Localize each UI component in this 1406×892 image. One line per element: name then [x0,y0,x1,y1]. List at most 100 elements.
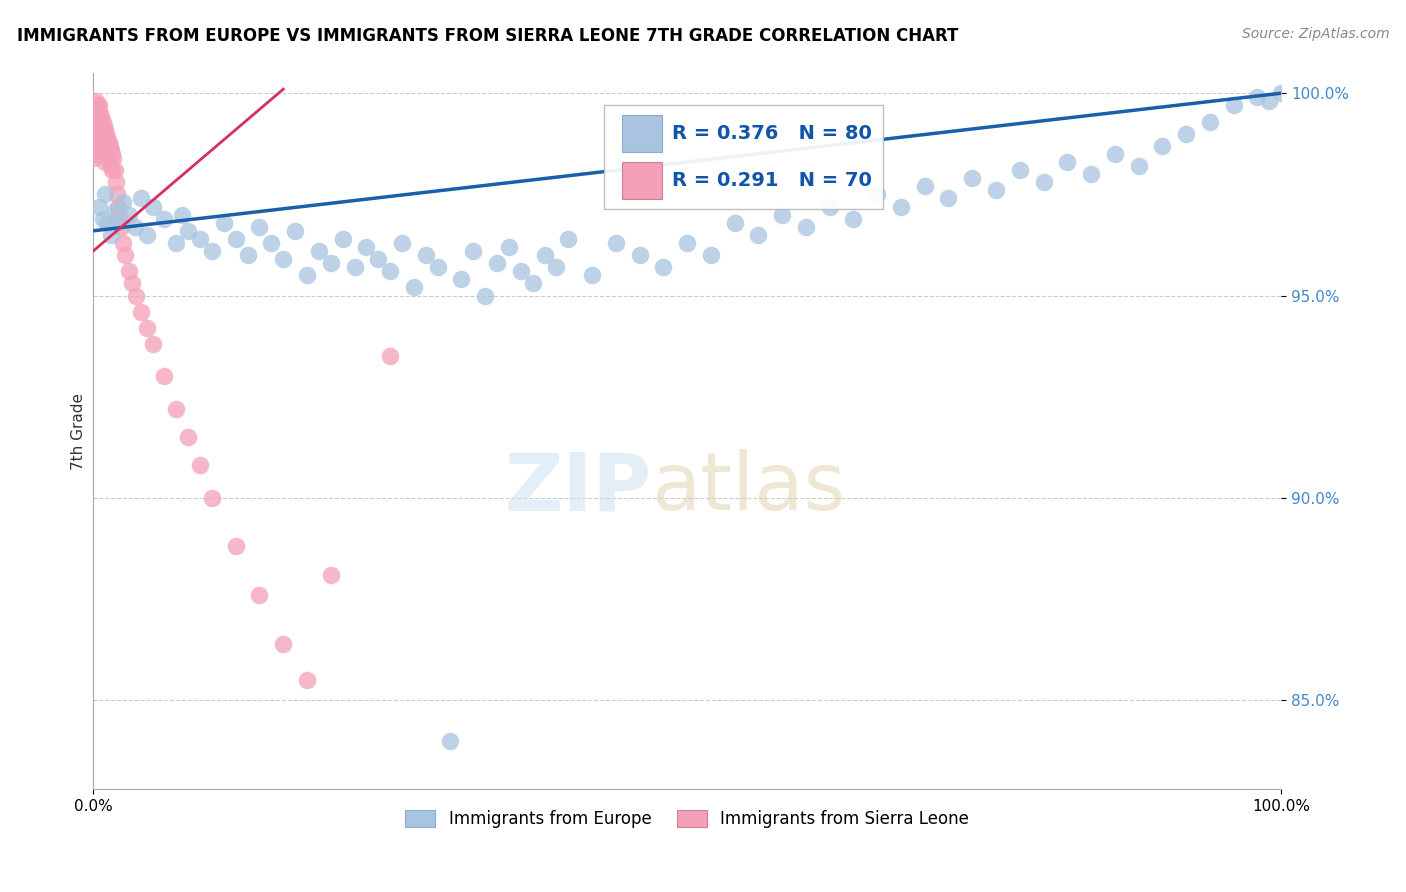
Point [86,98,108,112]
Point [100,227,122,242]
Point [509,264,531,278]
Point [498,240,520,254]
Point [90,143,112,157]
Point [118,208,141,222]
Point [818,200,841,214]
Point [724,216,747,230]
Point [87,119,110,133]
Point [1175,127,1198,141]
Point [110,219,132,234]
Point [295,268,318,283]
Point [98,155,121,169]
Point [96,216,118,230]
Point [84,111,107,125]
Point [439,733,461,747]
Y-axis label: 7th Grade: 7th Grade [72,392,86,469]
Point [83,151,105,165]
Point [94,187,117,202]
Point [142,337,165,351]
Point [188,232,211,246]
Point [90,127,112,141]
Point [89,98,111,112]
Point [236,248,259,262]
Point [295,673,318,687]
Point [94,138,117,153]
Point [747,227,769,242]
Point [83,138,105,153]
Point [984,183,1007,197]
Text: R = 0.291   N = 70: R = 0.291 N = 70 [672,171,872,190]
Point [96,130,118,145]
Point [111,195,134,210]
Point [402,280,425,294]
Point [1104,147,1126,161]
Point [700,248,723,262]
Point [332,232,354,246]
FancyBboxPatch shape [621,161,662,199]
Point [89,106,111,120]
Point [284,224,307,238]
Point [271,636,294,650]
Point [557,232,579,246]
Point [108,208,131,222]
Point [391,235,413,250]
Point [212,216,235,230]
Point [188,458,211,473]
Point [107,200,129,214]
Point [94,155,117,169]
Point [177,224,200,238]
FancyBboxPatch shape [621,115,662,153]
Point [87,103,110,117]
Point [114,248,136,262]
Point [177,430,200,444]
Point [93,135,115,149]
Point [101,147,124,161]
Point [378,349,401,363]
Point [1270,86,1292,100]
Point [415,248,437,262]
Point [201,491,224,505]
Point [890,200,912,214]
Point [1222,98,1244,112]
Point [89,114,111,128]
Point [260,235,283,250]
Text: atlas: atlas [651,450,846,527]
Point [1128,159,1150,173]
Point [450,272,472,286]
Text: R = 0.376   N = 80: R = 0.376 N = 80 [672,124,872,144]
Point [87,135,110,149]
Point [100,159,122,173]
Point [938,191,960,205]
Point [91,211,114,226]
Point [135,321,157,335]
Point [90,111,112,125]
Point [84,95,107,109]
Point [1152,138,1174,153]
Point [165,401,187,416]
Point [101,163,124,178]
Text: IMMIGRANTS FROM EUROPE VS IMMIGRANTS FROM SIERRA LEONE 7TH GRADE CORRELATION CHA: IMMIGRANTS FROM EUROPE VS IMMIGRANTS FRO… [17,27,959,45]
Point [249,588,271,602]
Point [581,268,603,283]
Point [308,244,330,258]
Point [100,143,122,157]
Point [94,122,117,136]
Point [356,240,378,254]
Point [153,369,176,384]
Point [98,138,121,153]
Point [367,252,389,266]
Point [914,179,936,194]
Point [271,252,294,266]
Text: Source: ZipAtlas.com: Source: ZipAtlas.com [1241,27,1389,41]
Point [96,143,118,157]
Point [105,216,128,230]
Point [201,244,224,258]
Point [225,232,247,246]
Point [91,130,114,145]
Point [426,260,449,275]
Point [378,264,401,278]
Point [125,288,148,302]
Point [111,235,134,250]
Point [522,277,544,291]
Point [172,208,194,222]
